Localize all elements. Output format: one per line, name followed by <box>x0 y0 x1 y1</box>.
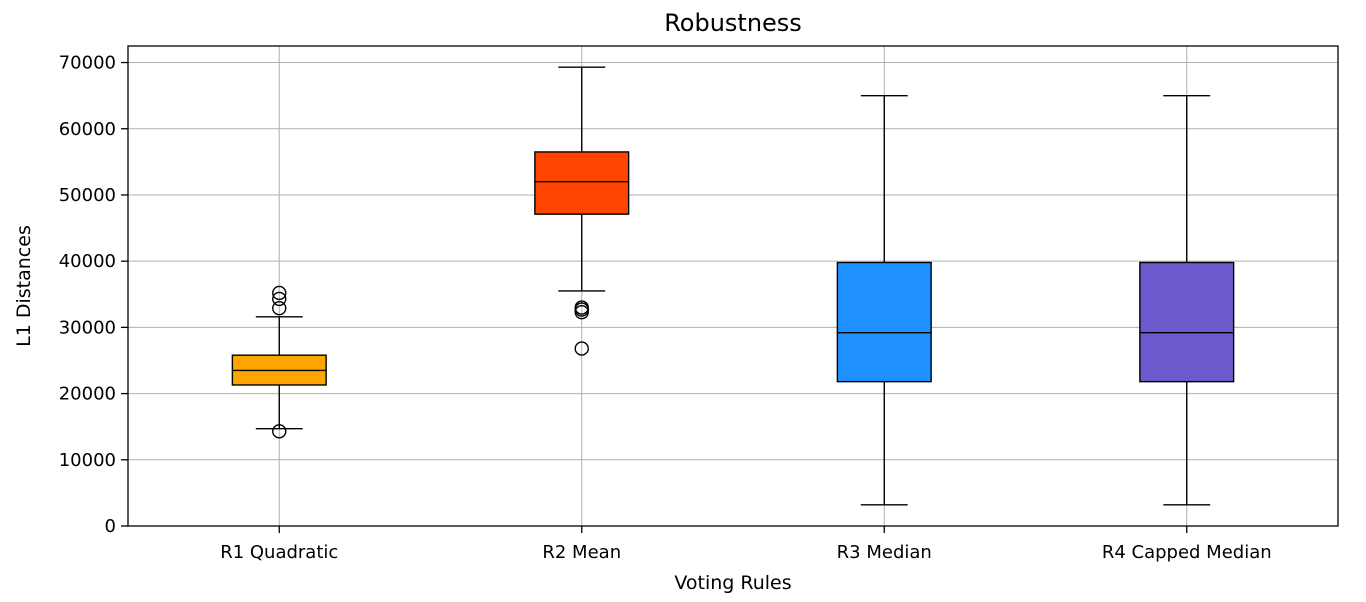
outlier-point <box>272 291 287 307</box>
x-axis-label: Voting Rules <box>674 572 791 594</box>
y-tick-label: 10000 <box>59 450 116 471</box>
outlier-point <box>574 341 589 356</box>
box-group-2 <box>534 66 630 356</box>
outlier-point <box>272 424 287 439</box>
box-group-1 <box>231 285 327 439</box>
y-tick-label: 0 <box>105 516 116 537</box>
x-tick-label: R3 Median <box>837 542 932 563</box>
box <box>836 261 932 383</box>
box-layer <box>231 66 1235 506</box>
x-tick-label: R4 Capped Median <box>1102 542 1272 563</box>
box-group-4 <box>1139 94 1235 506</box>
y-tick-label: 40000 <box>59 251 116 272</box>
box <box>534 151 630 215</box>
chart-title: Robustness <box>664 9 802 37</box>
outlier-point <box>272 300 287 316</box>
y-tick-label: 70000 <box>59 53 116 74</box>
tick-layer: 0 10000 20000 30000 40000 50000 60000 70000 R1 Q… <box>59 53 1272 563</box>
y-tick-label: 20000 <box>59 384 116 405</box>
plot-frame <box>127 45 1339 527</box>
y-tick-label: 30000 <box>59 317 116 338</box>
x-tick-label: R1 Quadratic <box>220 542 338 563</box>
outlier-point <box>272 285 287 301</box>
box-group-3 <box>836 94 932 506</box>
box <box>1139 261 1235 383</box>
y-axis-label: L1 Distances <box>13 225 35 347</box>
y-tick-label: 60000 <box>59 119 116 140</box>
y-tick-label: 50000 <box>59 185 116 206</box>
outlier-point <box>574 300 589 315</box>
x-tick-label: R2 Mean <box>542 542 621 563</box>
